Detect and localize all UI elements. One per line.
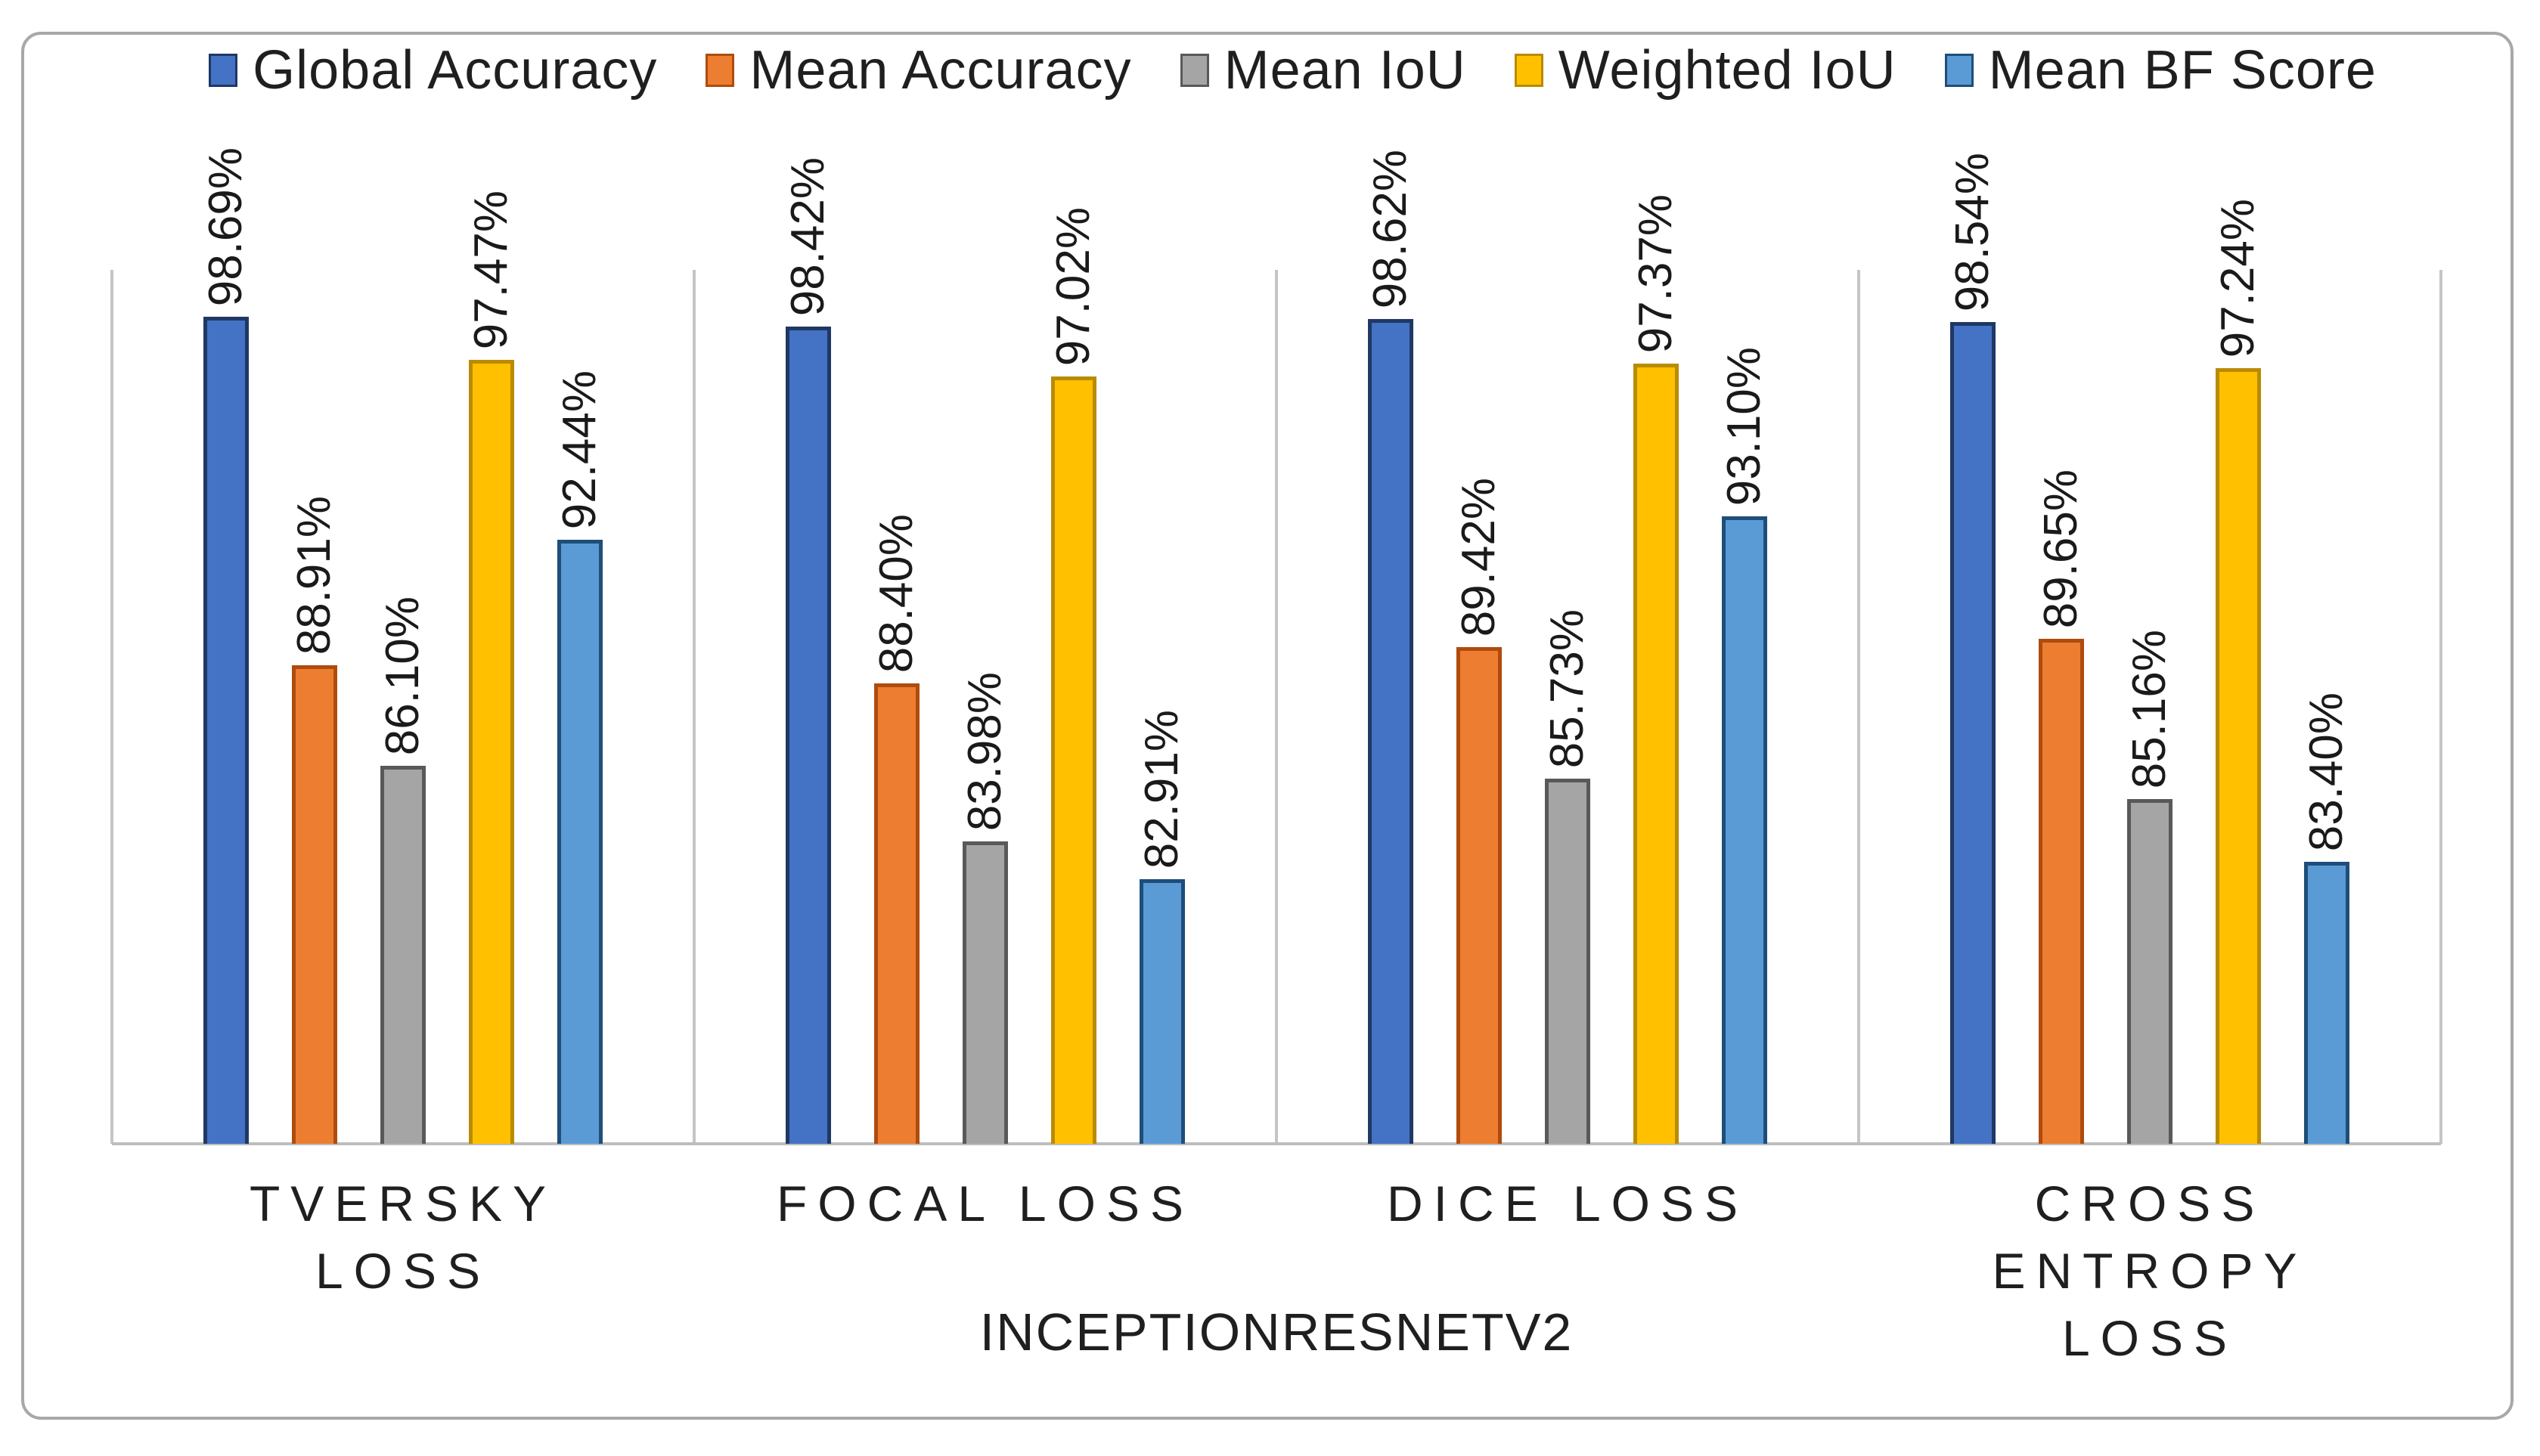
x-axis-title: INCEPTIONRESNETV2 xyxy=(979,1303,1574,1362)
bar-value-label-weighted-iou-tversky-loss: 97.47% xyxy=(465,190,517,349)
legend: Global Accuracy Mean Accuracy Mean IoU Weig… xyxy=(91,39,2495,101)
bar-weighted-iou-tversky-loss xyxy=(469,360,514,1144)
legend-label: Mean IoU xyxy=(1223,40,1466,101)
legend-item-mean-iou: Mean IoU xyxy=(1180,39,1466,101)
category-separator-line xyxy=(2439,270,2442,1144)
bar-mean-accuracy-tversky-loss xyxy=(292,665,337,1144)
category-separator-line xyxy=(1275,270,1278,1144)
bar-mean-accuracy-dice-loss xyxy=(1456,647,1502,1144)
bar-value-label-global-accuracy-cross-entropy-loss: 98.54% xyxy=(1946,152,1999,311)
category-label-cross-entropy-loss: CROSS ENTROPY LOSS xyxy=(1992,1176,2308,1367)
bar-value-label-mean-accuracy-focal-loss: 88.40% xyxy=(870,513,923,673)
bar-value-label-mean-bf-score-cross-entropy-loss: 83.40% xyxy=(2300,692,2352,851)
bar-value-label-weighted-iou-dice-loss: 97.37% xyxy=(1630,194,1682,353)
legend-item-global-accuracy: Global Accuracy xyxy=(209,39,657,101)
x-axis-line xyxy=(112,1142,2441,1145)
legend-item-weighted-iou: Weighted IoU xyxy=(1514,39,1896,101)
bar-value-label-weighted-iou-focal-loss: 97.02% xyxy=(1047,206,1099,366)
y-axis-line xyxy=(110,270,113,1144)
bar-global-accuracy-focal-loss xyxy=(786,327,831,1144)
category-label-dice-loss: DICE LOSS xyxy=(1386,1176,1749,1231)
bar-value-label-global-accuracy-tversky-loss: 98.69% xyxy=(200,147,252,306)
bar-value-label-global-accuracy-focal-loss: 98.42% xyxy=(782,156,834,316)
legend-swatch-mean-iou xyxy=(1180,54,1209,87)
bar-mean-bf-score-cross-entropy-loss xyxy=(2304,862,2349,1144)
bar-value-label-mean-bf-score-focal-loss: 82.91% xyxy=(1136,709,1188,869)
bar-mean-bf-score-dice-loss xyxy=(1722,516,1767,1144)
legend-swatch-mean-bf-score xyxy=(1944,54,1974,87)
bar-global-accuracy-cross-entropy-loss xyxy=(1950,322,1996,1144)
legend-item-mean-bf-score: Mean BF Score xyxy=(1944,39,2377,101)
legend-item-mean-accuracy: Mean Accuracy xyxy=(706,39,1131,101)
bar-mean-accuracy-focal-loss xyxy=(874,683,920,1144)
legend-label: Global Accuracy xyxy=(253,40,658,101)
category-separator-line xyxy=(693,270,696,1144)
legend-swatch-weighted-iou xyxy=(1514,54,1543,87)
legend-label: Mean Accuracy xyxy=(749,40,1132,101)
bar-value-label-mean-iou-cross-entropy-loss: 85.16% xyxy=(2123,629,2176,788)
bar-value-label-mean-accuracy-dice-loss: 89.42% xyxy=(1453,477,1505,637)
bar-value-label-mean-accuracy-cross-entropy-loss: 89.65% xyxy=(2035,469,2087,628)
bar-weighted-iou-focal-loss xyxy=(1051,376,1096,1144)
bar-global-accuracy-tversky-loss xyxy=(203,317,249,1144)
bar-mean-iou-cross-entropy-loss xyxy=(2127,799,2172,1144)
bar-mean-accuracy-cross-entropy-loss xyxy=(2039,639,2084,1144)
bar-mean-iou-focal-loss xyxy=(963,841,1008,1144)
bar-value-label-mean-bf-score-tversky-loss: 92.44% xyxy=(554,370,606,529)
bar-weighted-iou-dice-loss xyxy=(1633,364,1679,1144)
bar-value-label-global-accuracy-dice-loss: 98.62% xyxy=(1364,149,1416,308)
bar-value-label-mean-bf-score-dice-loss: 93.10% xyxy=(1718,346,1770,506)
category-label-focal-loss: FOCAL LOSS xyxy=(776,1176,1195,1231)
bar-value-label-mean-iou-focal-loss: 83.98% xyxy=(959,671,1011,831)
bar-value-label-mean-iou-tversky-loss: 86.10% xyxy=(377,596,429,755)
legend-swatch-mean-accuracy xyxy=(706,54,735,87)
legend-label: Weighted IoU xyxy=(1558,40,1896,101)
category-separator-line xyxy=(1857,270,1860,1144)
bar-mean-bf-score-tversky-loss xyxy=(557,540,603,1144)
bar-mean-iou-dice-loss xyxy=(1545,779,1590,1144)
bar-mean-iou-tversky-loss xyxy=(380,766,426,1144)
category-label-tversky-loss: TVERSKY LOSS xyxy=(249,1176,557,1300)
legend-swatch-global-accuracy xyxy=(209,54,238,87)
legend-label: Mean BF Score xyxy=(1988,40,2377,101)
bar-mean-bf-score-focal-loss xyxy=(1140,879,1185,1144)
bar-value-label-mean-iou-dice-loss: 85.73% xyxy=(1541,609,1593,768)
bar-value-label-mean-accuracy-tversky-loss: 88.91% xyxy=(288,495,340,655)
bar-weighted-iou-cross-entropy-loss xyxy=(2216,368,2261,1144)
bar-value-label-weighted-iou-cross-entropy-loss: 97.24% xyxy=(2212,198,2264,358)
chart-border xyxy=(21,32,2514,1420)
bar-global-accuracy-dice-loss xyxy=(1368,319,1413,1144)
